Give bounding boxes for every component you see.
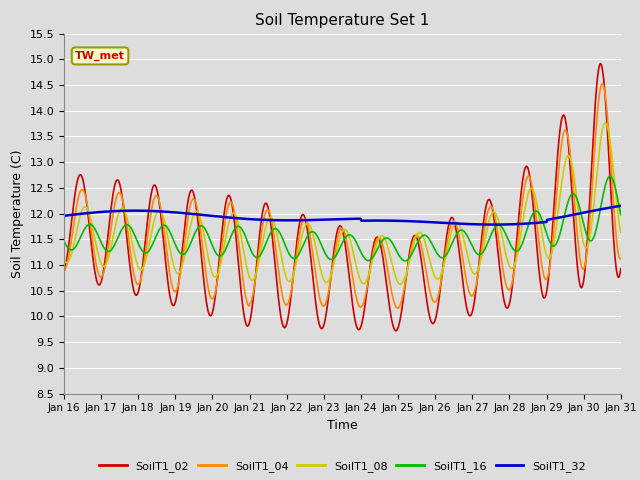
Y-axis label: Soil Temperature (C): Soil Temperature (C)	[11, 149, 24, 278]
Title: Soil Temperature Set 1: Soil Temperature Set 1	[255, 13, 429, 28]
Legend: SoilT1_02, SoilT1_04, SoilT1_08, SoilT1_16, SoilT1_32: SoilT1_02, SoilT1_04, SoilT1_08, SoilT1_…	[95, 457, 590, 477]
Text: TW_met: TW_met	[75, 51, 125, 61]
X-axis label: Time: Time	[327, 419, 358, 432]
